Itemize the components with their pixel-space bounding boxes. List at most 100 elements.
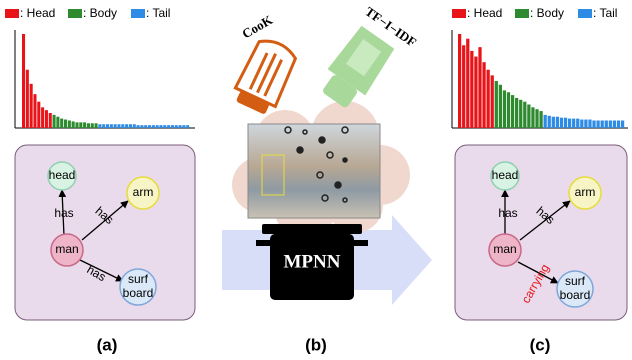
- bar: [53, 115, 56, 128]
- bar: [474, 57, 477, 128]
- image: [248, 124, 380, 218]
- bar: [137, 125, 140, 128]
- node-label: head: [49, 168, 76, 182]
- legend-swatch: [131, 9, 145, 18]
- bar: [33, 94, 36, 128]
- bar: [560, 118, 563, 128]
- bar: [68, 120, 71, 128]
- pot-label: MPNN: [284, 251, 341, 272]
- bar: [613, 120, 616, 128]
- bar: [556, 117, 559, 128]
- bar: [148, 125, 151, 128]
- bar: [79, 122, 82, 128]
- bar: [129, 124, 132, 128]
- node-label: arm: [133, 185, 154, 199]
- bar: [470, 51, 473, 128]
- bar: [511, 95, 514, 128]
- bar: [584, 120, 587, 128]
- bar: [609, 120, 612, 128]
- bar: [592, 120, 595, 128]
- bar: [117, 124, 120, 128]
- node-label: board: [123, 286, 154, 300]
- graph-panel: [15, 145, 195, 320]
- bar: [179, 125, 182, 128]
- legend-swatch: [5, 9, 19, 18]
- bar: [544, 115, 547, 128]
- caption: (a): [97, 335, 118, 354]
- bar: [617, 120, 620, 128]
- bar: [49, 113, 52, 128]
- bar: [83, 122, 86, 128]
- bar: [580, 120, 583, 128]
- legend-label: : Tail: [146, 6, 170, 20]
- legend-swatch: [578, 9, 592, 18]
- legend-label: : Head: [20, 6, 55, 20]
- bar: [531, 107, 534, 128]
- shaker: [230, 35, 300, 117]
- legend-label: : Tail: [593, 6, 617, 20]
- bar: [45, 110, 48, 128]
- bar: [41, 107, 44, 128]
- bar: [576, 119, 579, 128]
- legend-swatch: [452, 9, 466, 18]
- legend-label: : Body: [530, 6, 564, 20]
- bar: [621, 120, 624, 128]
- bar: [110, 124, 113, 128]
- bar: [523, 102, 526, 128]
- bar: [64, 120, 67, 128]
- bar: [159, 125, 162, 128]
- bar: [30, 84, 33, 128]
- bar: [507, 92, 510, 128]
- bar: [596, 120, 599, 128]
- bar: [491, 75, 494, 128]
- bar: [72, 121, 75, 128]
- bar: [539, 111, 542, 128]
- bar: [121, 124, 124, 128]
- bar: [503, 90, 506, 128]
- node-label: man: [55, 242, 78, 256]
- graph-panel: [455, 145, 627, 320]
- bar: [144, 125, 147, 128]
- bar: [182, 125, 185, 128]
- bar: [462, 45, 465, 128]
- histogram: [22, 34, 189, 128]
- bar: [519, 100, 522, 128]
- bar: [56, 117, 59, 128]
- node-label: head: [492, 168, 519, 182]
- bar: [163, 125, 166, 128]
- bar: [140, 125, 143, 128]
- node-label: board: [560, 288, 591, 302]
- bar: [605, 120, 608, 128]
- bar: [106, 124, 109, 128]
- bar: [102, 124, 105, 128]
- bar: [114, 124, 117, 128]
- shaker-label: CooK: [239, 12, 275, 42]
- node-label: man: [493, 242, 516, 256]
- caption: (c): [530, 335, 551, 354]
- pot: MPNN: [256, 224, 368, 300]
- bar: [572, 119, 575, 128]
- bar: [175, 125, 178, 128]
- legend: : Head: Body: Tail: [452, 6, 617, 20]
- bar: [186, 125, 189, 128]
- bar: [171, 125, 174, 128]
- figure: : Head: Body: Tail : Head: Body: Tail he…: [0, 0, 632, 360]
- legend-swatch: [68, 9, 82, 18]
- bar: [87, 123, 90, 128]
- bar: [98, 124, 101, 128]
- bar: [37, 102, 40, 128]
- bar: [588, 120, 591, 128]
- bar: [499, 85, 502, 128]
- bar: [478, 47, 481, 128]
- bar: [95, 123, 98, 128]
- bar: [75, 122, 78, 128]
- bar: [167, 125, 170, 128]
- bar: [564, 118, 567, 128]
- node-label: surf: [128, 272, 149, 286]
- bar: [125, 124, 128, 128]
- legend-swatch: [515, 9, 529, 18]
- bar: [466, 39, 469, 128]
- bar: [22, 34, 25, 128]
- bar: [26, 70, 29, 128]
- caption: (b): [305, 335, 327, 354]
